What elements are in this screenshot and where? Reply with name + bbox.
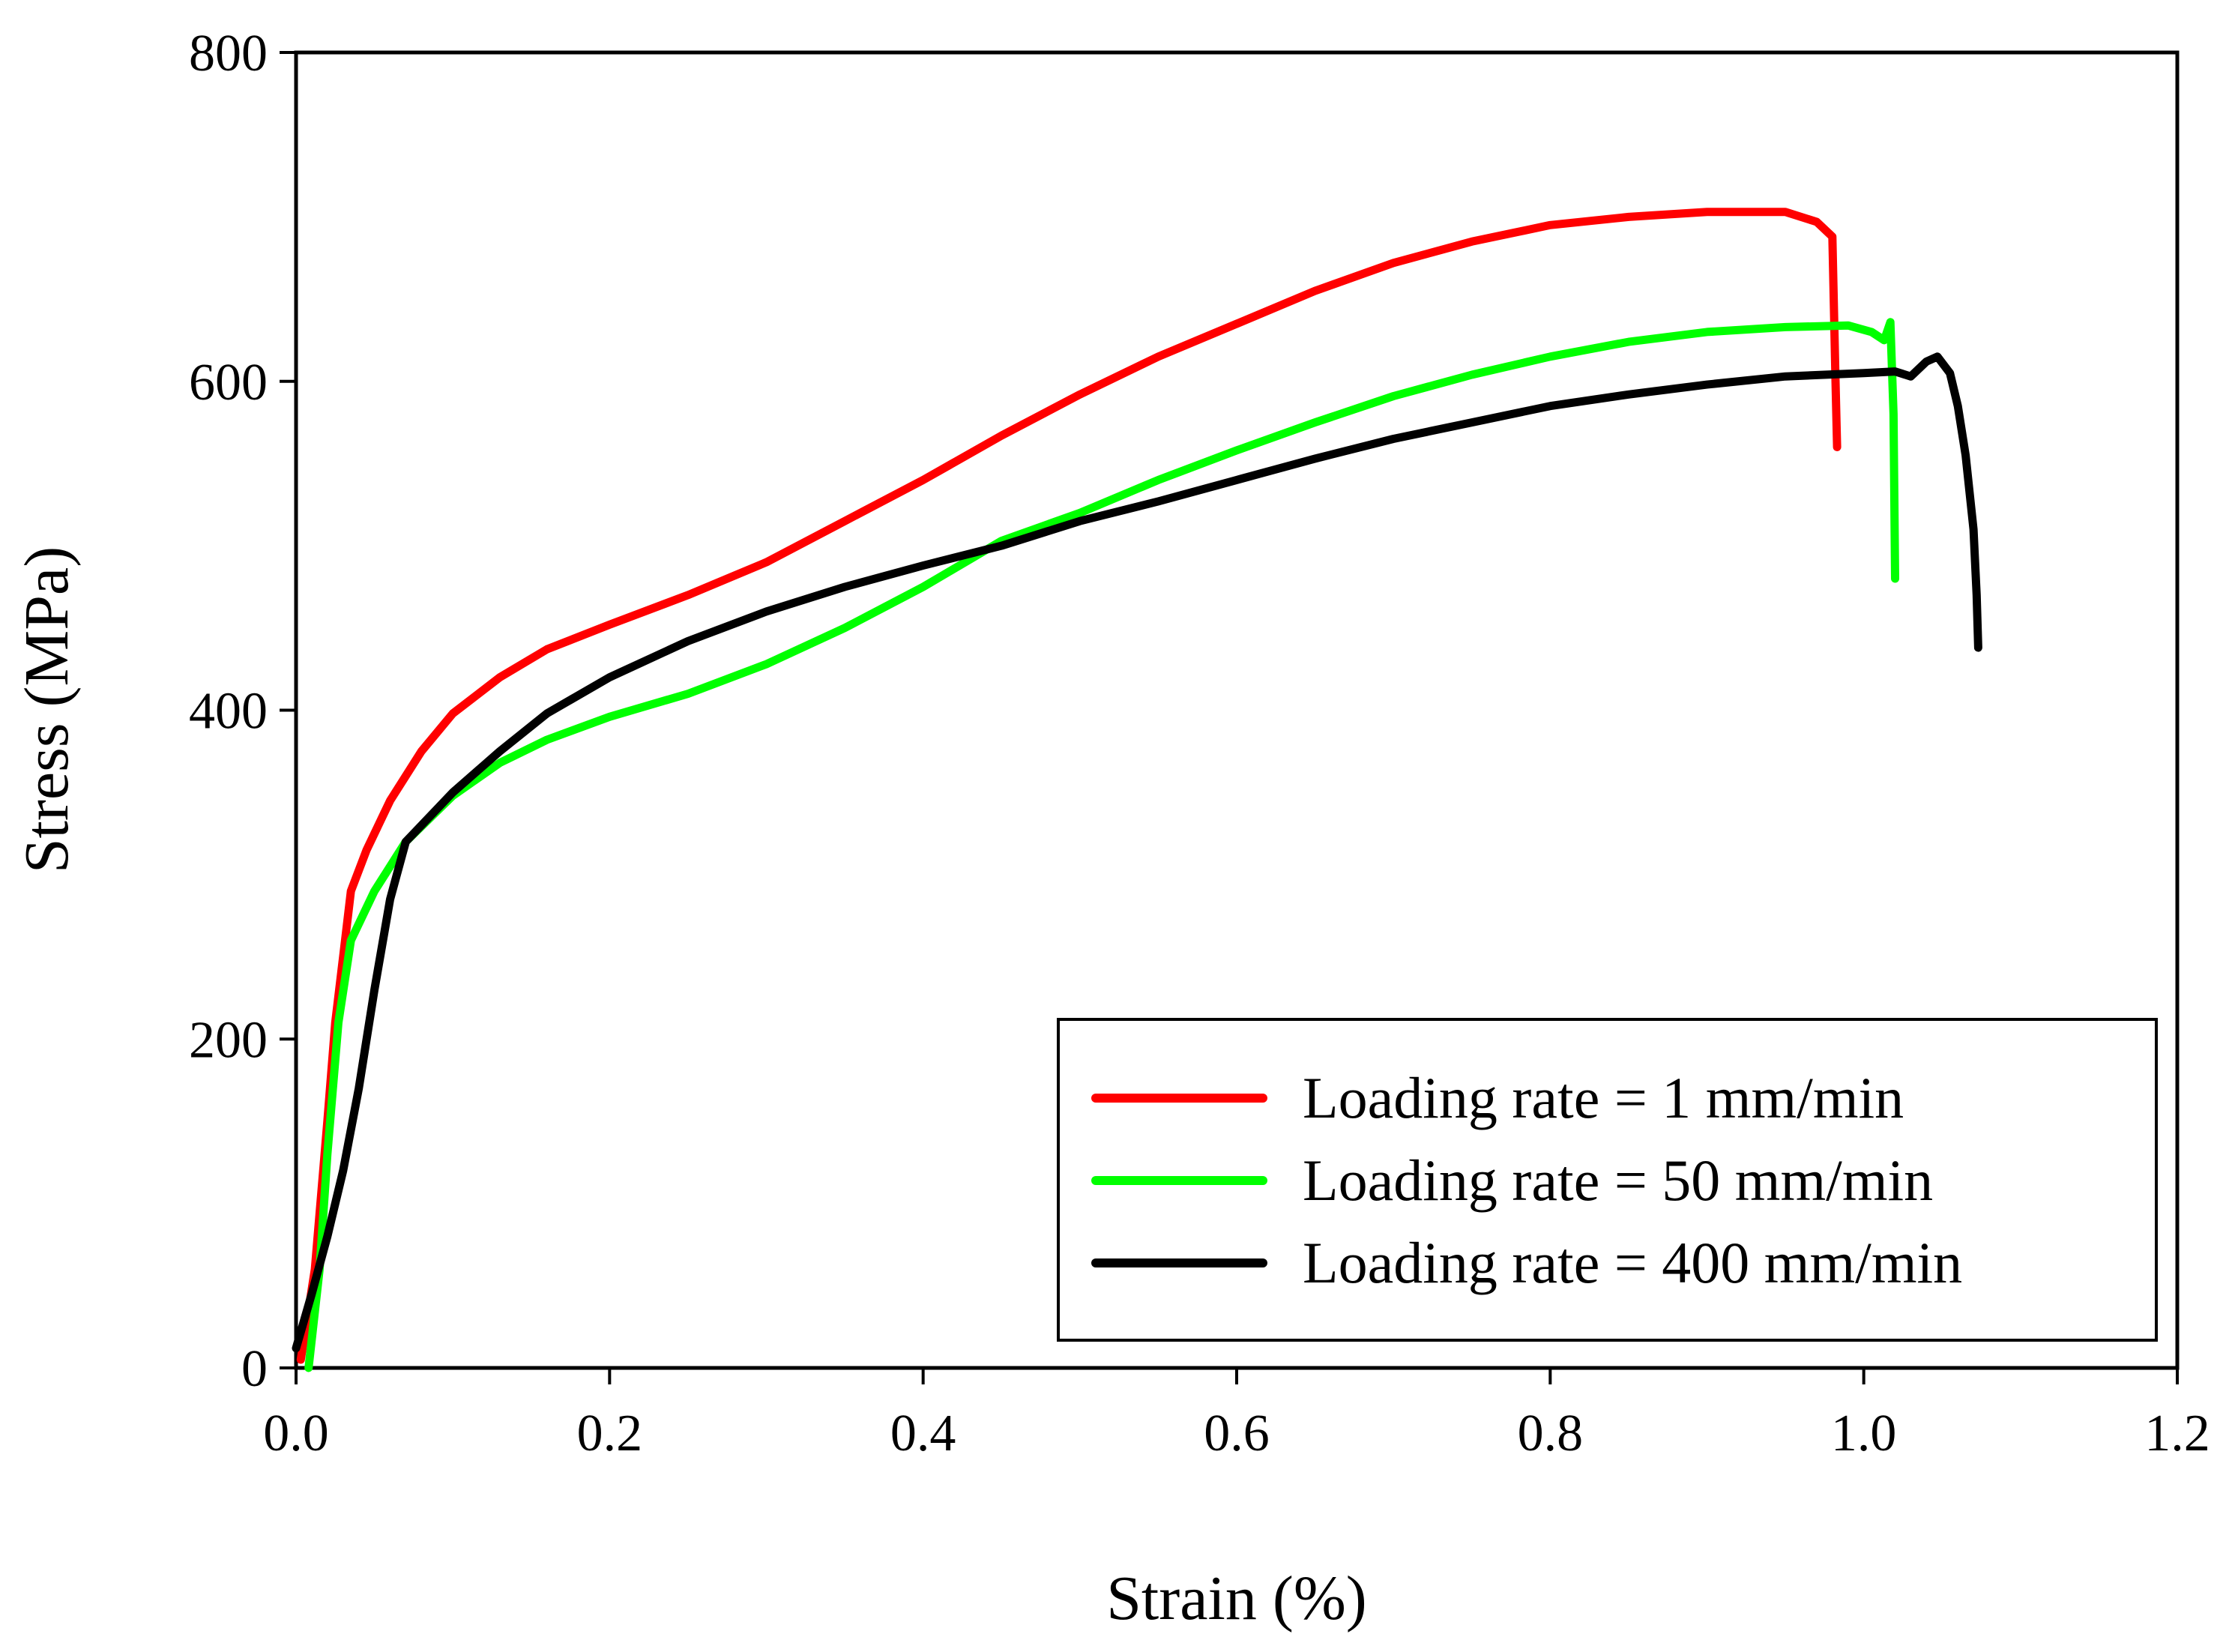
x-tick-label: 0.8 bbox=[1518, 1405, 1584, 1462]
x-axis-ticks: 0.0 0.2 0.4 0.6 0.8 1.0 1.2 bbox=[263, 1368, 2210, 1462]
legend-label: Loading rate = 50 mm/min bbox=[1303, 1148, 1933, 1213]
legend-label: Loading rate = 400 mm/min bbox=[1303, 1230, 1962, 1295]
x-axis-title: Strain (%) bbox=[1106, 1564, 1367, 1633]
x-tick-label: 1.2 bbox=[2144, 1405, 2210, 1462]
series-line-loading-rate-1-mm-min bbox=[296, 208, 1842, 1364]
x-tick-label: 1.0 bbox=[1831, 1405, 1897, 1462]
series-line-loading-rate-400-mm-min bbox=[292, 352, 1982, 1353]
x-tick-label: 0.6 bbox=[1204, 1405, 1270, 1462]
series-lines bbox=[292, 208, 1982, 1372]
x-tick-label: 0.2 bbox=[577, 1405, 643, 1462]
legend: Loading rate = 1 mm/min Loading rate = 50… bbox=[1057, 1018, 2158, 1342]
y-tick-label: 400 bbox=[189, 683, 268, 741]
x-tick-label: 0.0 bbox=[263, 1405, 329, 1462]
y-tick-label: 200 bbox=[189, 1011, 268, 1069]
y-axis-ticks: 0 200 400 600 800 bbox=[189, 25, 296, 1398]
y-tick-label: 800 bbox=[189, 25, 268, 82]
y-axis-title: Stress (MPa) bbox=[12, 546, 82, 873]
x-tick-label: 0.4 bbox=[890, 1405, 956, 1462]
y-tick-label: 0 bbox=[241, 1340, 268, 1398]
series-line-loading-rate-50-mm-min bbox=[304, 318, 1899, 1372]
legend-label: Loading rate = 1 mm/min bbox=[1303, 1065, 1904, 1130]
y-tick-label: 600 bbox=[189, 354, 268, 412]
